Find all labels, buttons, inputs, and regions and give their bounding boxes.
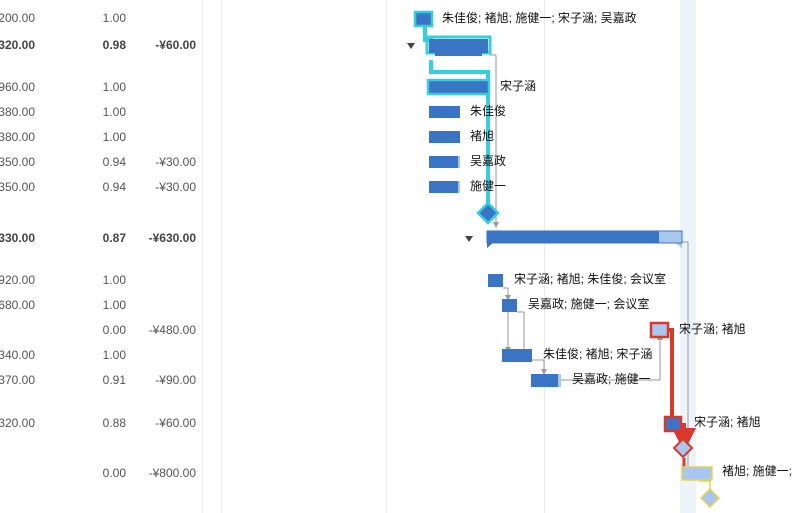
ratio-cell: 1.00 [102, 11, 126, 25]
table-row[interactable]: 320.00 0.88 -¥60.00 [0, 413, 202, 433]
task-label: 宋子涵 [500, 78, 536, 93]
variance-cell: -¥60.00 [155, 38, 196, 52]
task-label: 施健一 [470, 179, 506, 193]
task-label: 褚旭 [470, 129, 494, 143]
table-row[interactable]: 340.00 1.00 [0, 345, 202, 365]
variance-cell: -¥480.00 [148, 323, 196, 337]
cost-cell: 370.00 [0, 373, 35, 387]
collapse-toggle-icon[interactable] [407, 43, 415, 49]
ratio-cell: 0.94 [102, 180, 126, 194]
table-row[interactable]: 200.00 1.00 [0, 8, 202, 28]
table-divider[interactable] [202, 0, 203, 513]
collapse-toggle-icon[interactable] [465, 236, 473, 242]
ratio-cell: 1.00 [102, 130, 126, 144]
task-label: 吴嘉政; 施健一 [572, 372, 651, 386]
cost-cell: 350.00 [0, 180, 35, 194]
task-bar[interactable] [663, 415, 683, 433]
variance-cell: -¥30.00 [155, 155, 196, 169]
ratio-cell: 1.00 [102, 348, 126, 362]
ratio-cell: 1.00 [102, 80, 126, 94]
milestone-diamond[interactable] [672, 437, 694, 459]
task-bar[interactable] [429, 156, 460, 168]
table-row[interactable]: 920.00 1.00 [0, 270, 202, 290]
dependency-links [490, 54, 689, 470]
ratio-cell: 0.88 [102, 416, 126, 430]
table-row[interactable]: 350.00 0.94 -¥30.00 [0, 177, 202, 197]
table-row[interactable]: 350.00 0.94 -¥30.00 [0, 152, 202, 172]
table-row[interactable]: 320.00 0.98 -¥60.00 [0, 35, 202, 55]
task-bar[interactable] [429, 181, 460, 193]
task-bar-remaining [458, 181, 460, 193]
cost-cell: 380.00 [0, 105, 35, 119]
cost-cell: 200.00 [0, 11, 35, 25]
ratio-cell: 1.00 [102, 105, 126, 119]
red-link [668, 328, 674, 416]
ratio-cell: 0.00 [102, 466, 126, 480]
table-row[interactable]: 0.00 -¥480.00 [0, 320, 202, 340]
summary-bar[interactable] [486, 230, 683, 248]
task-bar[interactable] [681, 466, 713, 481]
timeline-gridline [386, 0, 387, 513]
task-bar-remaining [558, 374, 561, 387]
variance-cell: -¥90.00 [155, 373, 196, 387]
task-label: 宋子涵; 褚旭 [679, 321, 746, 336]
ratio-cell: 0.94 [102, 155, 126, 169]
cost-cell: 320.00 [0, 38, 35, 52]
variance-cell: -¥800.00 [148, 466, 196, 480]
task-bar[interactable] [502, 299, 517, 312]
task-label: 吴嘉政; 施健一; 会议室 [528, 296, 649, 311]
task-label: 宋子涵; 褚旭; 朱佳俊; 会议室 [514, 271, 666, 286]
task-bar[interactable] [502, 349, 532, 362]
task-label: 褚旭; 施健一; [722, 464, 792, 478]
cost-cell: 380.00 [0, 130, 35, 144]
task-label: 朱佳俊 [470, 103, 506, 118]
table-row[interactable]: 0.00 -¥800.00 [0, 463, 202, 483]
cost-cell: 330.00 [0, 231, 35, 245]
variance-cell: -¥60.00 [155, 416, 196, 430]
task-bar[interactable] [649, 321, 670, 339]
ratio-cell: 1.00 [102, 298, 126, 312]
task-bar[interactable] [413, 10, 434, 28]
task-label: 朱佳俊; 褚旭; 施健一; 宋子涵; 吴嘉政 [442, 10, 637, 25]
variance-cell: -¥630.00 [148, 231, 196, 245]
ratio-cell: 0.00 [102, 323, 126, 337]
task-bar[interactable] [429, 106, 460, 118]
task-bar[interactable] [426, 78, 491, 96]
table-row[interactable]: 680.00 1.00 [0, 295, 202, 315]
task-label: 吴嘉政 [470, 154, 506, 168]
table-row[interactable]: 380.00 1.00 [0, 127, 202, 147]
milestone-diamond[interactable] [476, 201, 500, 225]
ratio-cell: 0.98 [102, 38, 126, 52]
cost-cell: 920.00 [0, 273, 35, 287]
timeline-gridline [221, 0, 222, 513]
table-row[interactable]: 330.00 0.87 -¥630.00 [0, 228, 202, 248]
table-row[interactable]: 370.00 0.91 -¥90.00 [0, 370, 202, 390]
cost-cell: 350.00 [0, 155, 35, 169]
cost-cell: 340.00 [0, 348, 35, 362]
cost-cell: 960.00 [0, 80, 35, 94]
task-bar[interactable] [488, 274, 503, 287]
task-bar[interactable] [531, 374, 561, 387]
cyan-link [429, 60, 490, 82]
task-bar[interactable] [429, 131, 460, 143]
cost-cell: 680.00 [0, 298, 35, 312]
ratio-cell: 0.91 [102, 373, 126, 387]
cost-cell: 320.00 [0, 416, 35, 430]
critical-path-red [668, 328, 711, 490]
variance-cell: -¥30.00 [155, 180, 196, 194]
summary-bar[interactable] [425, 35, 492, 56]
task-label: 宋子涵; 褚旭 [694, 414, 761, 429]
table-row[interactable]: 960.00 1.00 [0, 77, 202, 97]
ratio-cell: 1.00 [102, 273, 126, 287]
yellow-link [699, 480, 711, 490]
milestone-diamond[interactable] [699, 487, 721, 509]
task-label: 朱佳俊; 褚旭; 宋子涵 [543, 346, 652, 361]
ratio-cell: 0.87 [102, 231, 126, 245]
task-bar-remaining [458, 156, 460, 168]
timeline-gridline [544, 0, 545, 513]
table-row[interactable]: 380.00 1.00 [0, 102, 202, 122]
